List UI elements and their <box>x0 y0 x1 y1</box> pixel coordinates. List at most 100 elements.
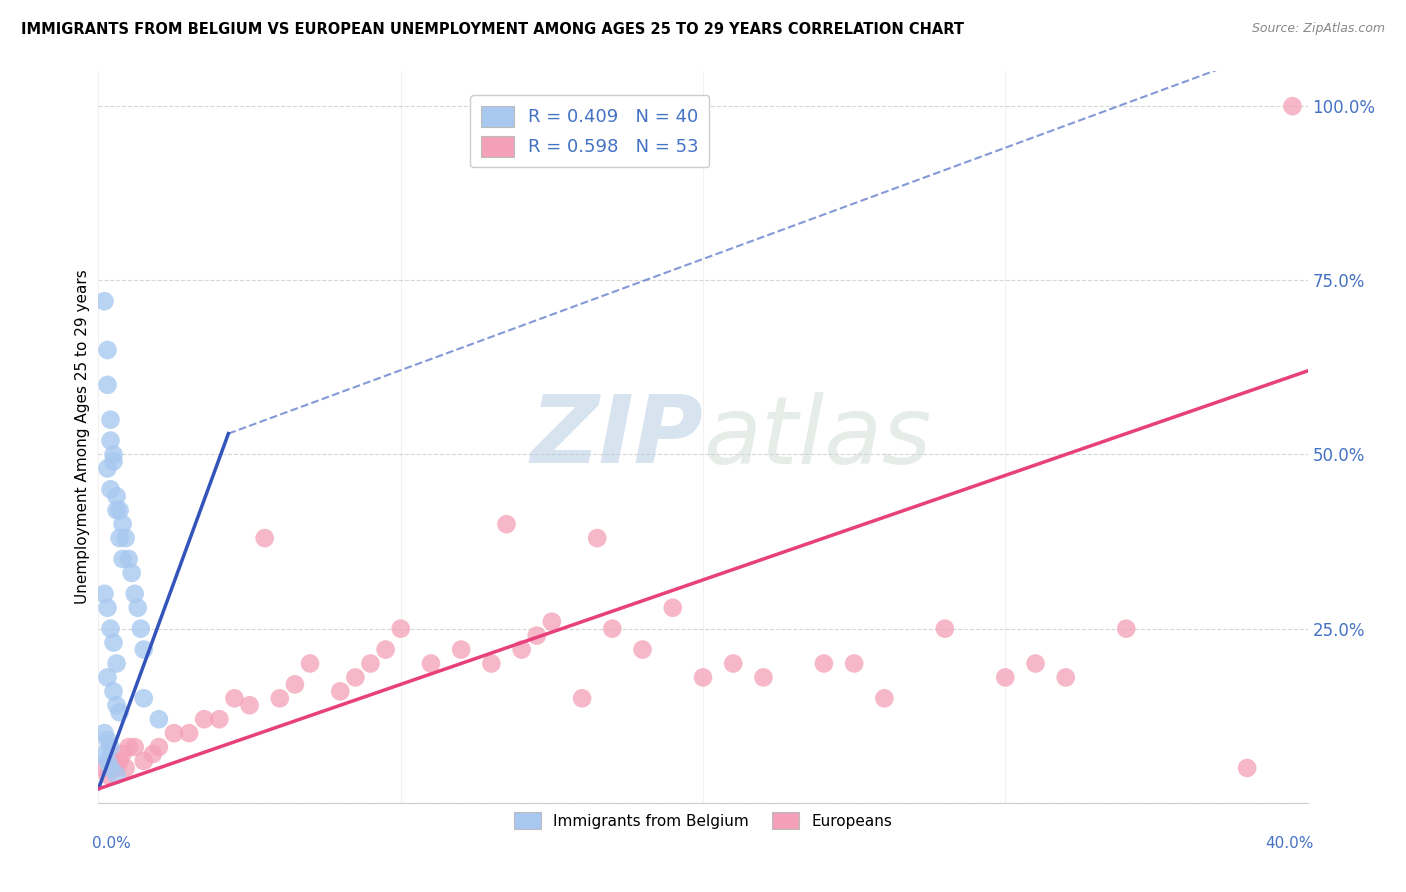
Point <box>239 698 262 713</box>
Point <box>118 740 141 755</box>
Point <box>96 343 118 357</box>
Point <box>994 670 1017 684</box>
Point <box>105 698 128 713</box>
Point <box>108 705 131 719</box>
Point <box>193 712 215 726</box>
Point <box>93 294 115 309</box>
Point <box>100 412 122 426</box>
Point <box>114 761 136 775</box>
Point <box>1115 622 1137 636</box>
Point <box>132 642 155 657</box>
Point <box>118 552 141 566</box>
Text: IMMIGRANTS FROM BELGIUM VS EUROPEAN UNEMPLOYMENT AMONG AGES 25 TO 29 YEARS CORRE: IMMIGRANTS FROM BELGIUM VS EUROPEAN UNEM… <box>21 22 965 37</box>
Point <box>571 691 593 706</box>
Text: 40.0%: 40.0% <box>1265 836 1313 851</box>
Point <box>329 684 352 698</box>
Point <box>96 768 118 782</box>
Point <box>129 622 152 636</box>
Point <box>224 691 246 706</box>
Point <box>148 712 170 726</box>
Point <box>253 531 276 545</box>
Point <box>96 377 118 392</box>
Point <box>450 642 472 657</box>
Point <box>631 642 654 657</box>
Point <box>179 726 201 740</box>
Point <box>100 483 122 497</box>
Point <box>269 691 291 706</box>
Point <box>586 531 609 545</box>
Point <box>284 677 307 691</box>
Point <box>96 670 118 684</box>
Point <box>93 726 115 740</box>
Point <box>111 747 134 761</box>
Point <box>723 657 745 671</box>
Point <box>103 635 125 649</box>
Point <box>934 622 956 636</box>
Point <box>873 691 896 706</box>
Point <box>1236 761 1258 775</box>
Point <box>103 684 125 698</box>
Point <box>142 747 165 761</box>
Point <box>96 461 118 475</box>
Point <box>103 454 125 468</box>
Point <box>100 434 122 448</box>
Point <box>105 768 128 782</box>
Point <box>132 754 155 768</box>
Point <box>752 670 775 684</box>
Point <box>121 566 143 580</box>
Point <box>108 503 131 517</box>
Point <box>360 657 382 671</box>
Point <box>103 448 125 462</box>
Text: 0.0%: 0.0% <box>93 836 131 851</box>
Point <box>661 600 683 615</box>
Point <box>96 733 118 747</box>
Point <box>1281 99 1303 113</box>
Point <box>100 761 122 775</box>
Point <box>526 629 548 643</box>
Point <box>1024 657 1046 671</box>
Point <box>420 657 443 671</box>
Point <box>100 740 122 755</box>
Point <box>114 531 136 545</box>
Point <box>105 503 128 517</box>
Text: atlas: atlas <box>703 392 931 483</box>
Point <box>108 531 131 545</box>
Point <box>1054 670 1077 684</box>
Text: ZIP: ZIP <box>530 391 703 483</box>
Point <box>163 726 186 740</box>
Point <box>540 615 562 629</box>
Point <box>481 657 503 671</box>
Point <box>103 754 125 768</box>
Point <box>602 622 624 636</box>
Point <box>208 712 231 726</box>
Point <box>813 657 835 671</box>
Point <box>111 552 134 566</box>
Point <box>100 761 122 775</box>
Point <box>132 691 155 706</box>
Point <box>148 740 170 755</box>
Point <box>344 670 367 684</box>
Point <box>127 600 149 615</box>
Point <box>105 657 128 671</box>
Point <box>108 754 131 768</box>
Y-axis label: Unemployment Among Ages 25 to 29 years: Unemployment Among Ages 25 to 29 years <box>75 269 90 605</box>
Point <box>96 754 118 768</box>
Legend: Immigrants from Belgium, Europeans: Immigrants from Belgium, Europeans <box>508 805 898 836</box>
Point <box>93 761 115 775</box>
Point <box>93 587 115 601</box>
Point <box>93 747 115 761</box>
Point <box>510 642 533 657</box>
Point <box>374 642 396 657</box>
Point <box>124 587 146 601</box>
Point <box>844 657 866 671</box>
Point <box>299 657 322 671</box>
Point <box>96 600 118 615</box>
Point <box>124 740 146 755</box>
Point <box>111 517 134 532</box>
Point <box>100 622 122 636</box>
Point <box>495 517 517 532</box>
Text: Source: ZipAtlas.com: Source: ZipAtlas.com <box>1251 22 1385 36</box>
Point <box>692 670 714 684</box>
Point <box>105 761 128 775</box>
Point <box>389 622 412 636</box>
